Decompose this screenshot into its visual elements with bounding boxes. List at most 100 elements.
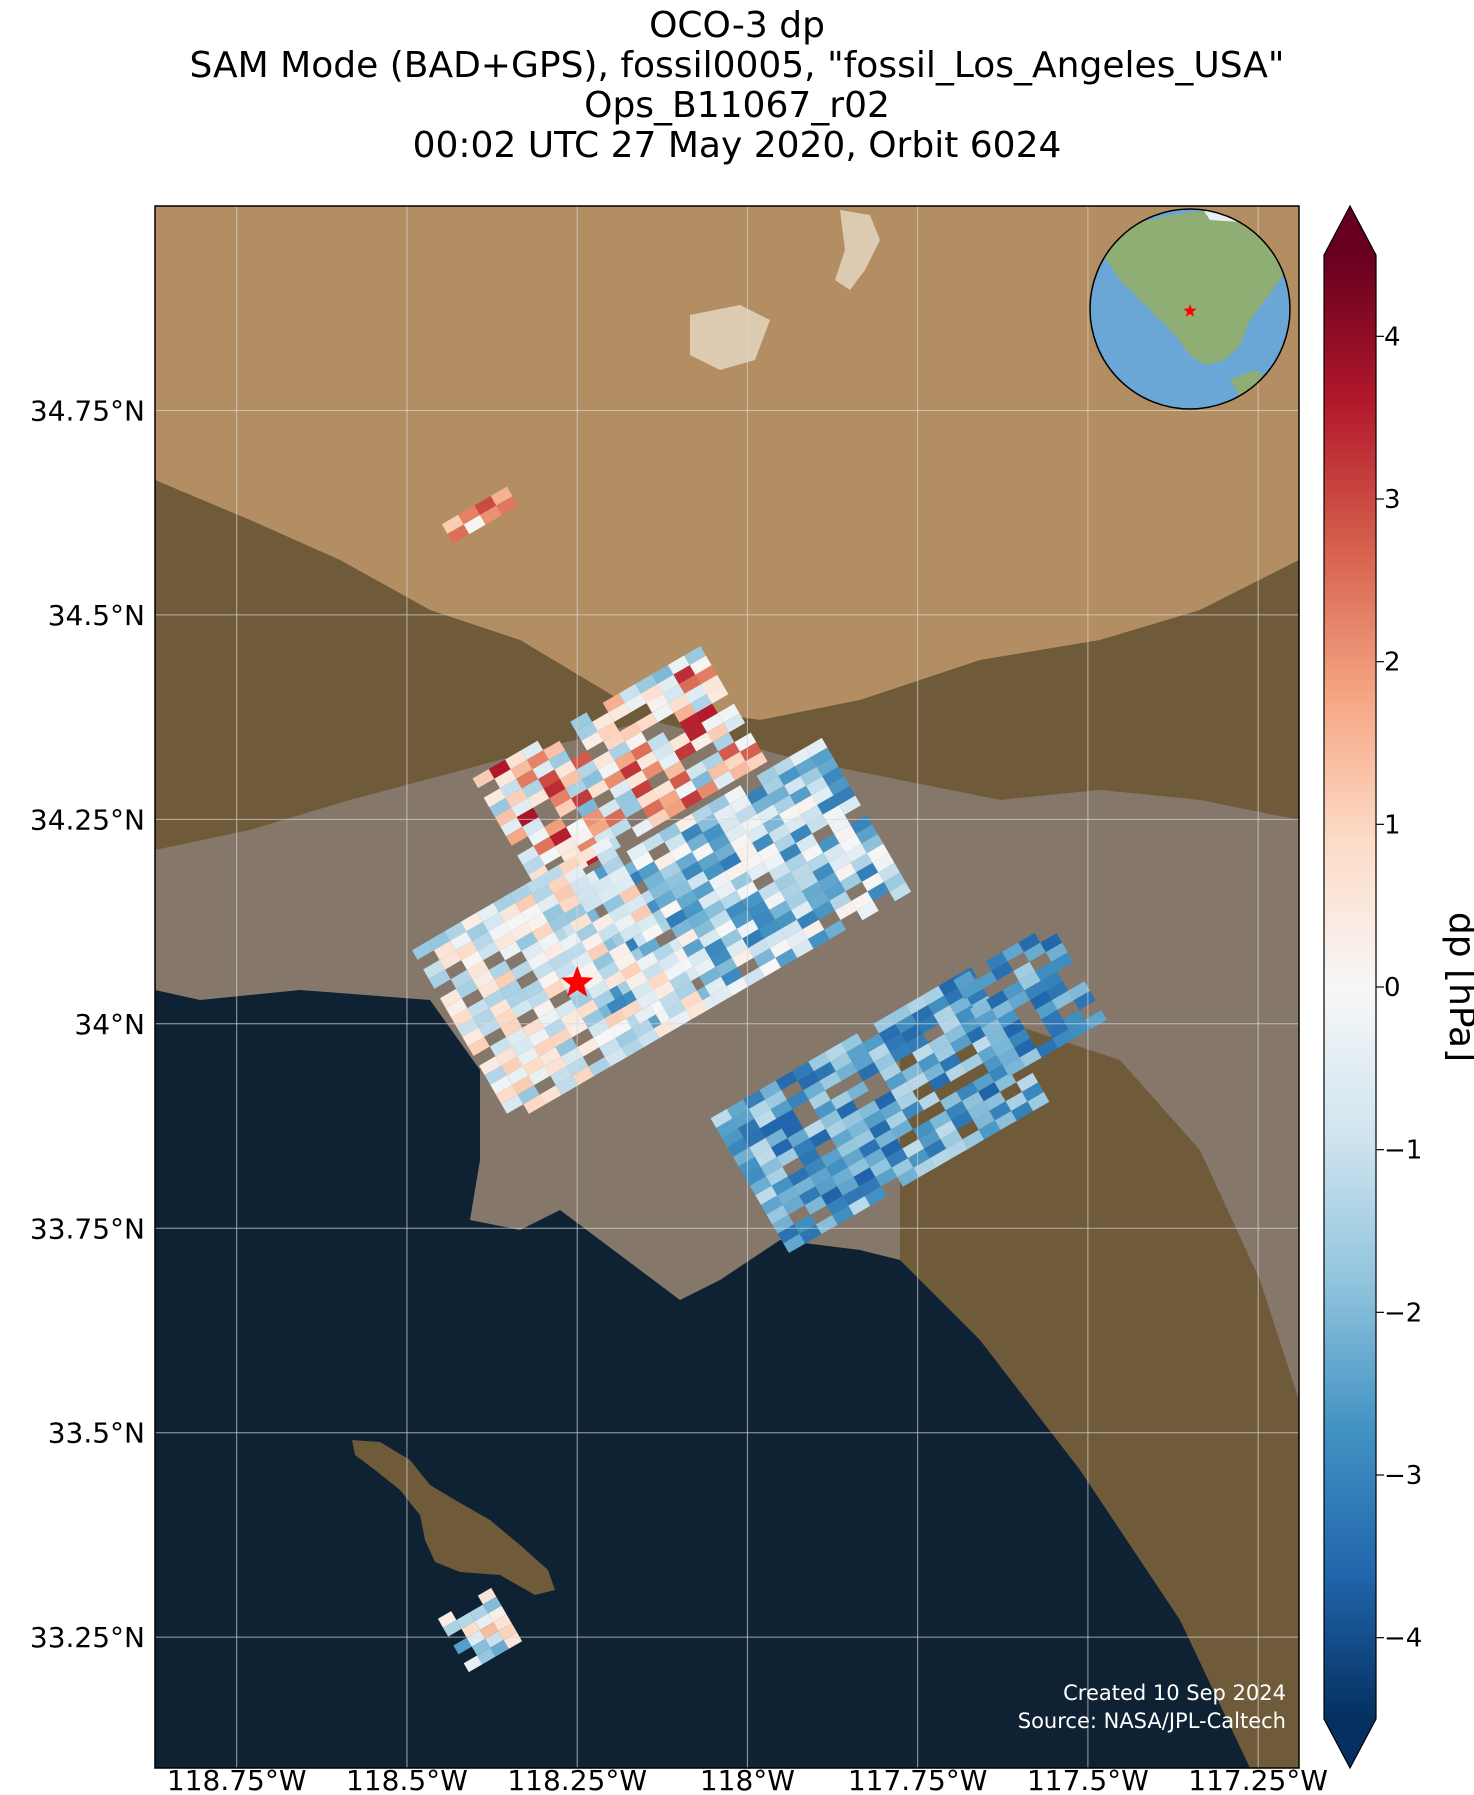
sounding-footprint (428, 931, 451, 951)
sounding-footprint (946, 1139, 968, 1159)
globe-target-star-icon (1183, 304, 1197, 317)
sounding-footprint (804, 1195, 827, 1215)
sounding-footprint (783, 1233, 806, 1253)
sounding-footprint (820, 1109, 842, 1129)
sounding-footprint (423, 960, 446, 979)
sounding-footprint (862, 1033, 885, 1053)
sounding-footprint (447, 524, 470, 544)
sounding-footprint (978, 1082, 1000, 1102)
sounding-footprint (581, 970, 604, 990)
sounding-footprint (660, 899, 682, 919)
sounding-footprint (851, 891, 874, 911)
sounding-footprint (829, 891, 852, 911)
sounding-footprint (1008, 1028, 1031, 1048)
sounding-footprint (816, 757, 839, 777)
sounding-footprint (735, 842, 758, 862)
sounding-footprint (607, 865, 630, 885)
sounding-footprint (714, 919, 737, 939)
dry-lake-rogers (835, 210, 880, 290)
sounding-footprint (730, 833, 753, 853)
sounding-footprint (839, 833, 862, 853)
sounding-footprint (795, 795, 818, 815)
sounding-footprint (708, 871, 731, 891)
sounding-footprint (587, 779, 610, 799)
longitude-label: 118.75°W (167, 1764, 307, 1795)
sounding-footprint (766, 1205, 789, 1225)
sounding-footprint (493, 1614, 512, 1632)
sounding-footprint (587, 980, 610, 1000)
sounding-footprint (543, 941, 566, 961)
sounding-footprint (774, 910, 797, 930)
sounding-footprint (723, 713, 746, 733)
sounding-footprint (640, 684, 663, 704)
latitude-label: 34°N (74, 1008, 145, 1041)
sounding-footprint (669, 770, 692, 790)
sounding-footprint (928, 1072, 951, 1092)
sounding-footprint (869, 1157, 892, 1177)
sounding-footprint (720, 890, 742, 910)
sounding-footprint (1013, 961, 1036, 981)
sounding-footprint (664, 1000, 687, 1020)
sounding-footprint (1040, 933, 1063, 953)
sounding-footprint (875, 1167, 898, 1187)
sounding-footprint (596, 846, 619, 866)
sounding-footprint (631, 818, 654, 838)
sounding-footprint (548, 913, 571, 933)
sounding-footprint (592, 712, 614, 732)
sounding-footprint (908, 1148, 930, 1168)
sounding-footprint (710, 1108, 733, 1128)
sounding-footprint (682, 938, 705, 958)
sounding-footprint (819, 1071, 842, 1091)
sounding-footprint (1024, 980, 1047, 1000)
longitude-label: 118.5°W (346, 1764, 468, 1795)
sounding-footprint (443, 1620, 462, 1637)
sounding-footprint (748, 1099, 771, 1119)
sounding-footprint (467, 1036, 490, 1056)
globe-north-america (1100, 210, 1290, 409)
sounding-footprint (798, 1147, 821, 1167)
sounding-footprint (790, 824, 813, 844)
sounding-footprint (663, 760, 686, 780)
sounding-footprint (1045, 942, 1068, 962)
sounding-footprint (637, 861, 660, 881)
sounding-footprint (967, 1101, 990, 1121)
sounding-footprint (510, 922, 533, 942)
sounding-footprint (832, 1205, 854, 1225)
sounding-footprint (490, 1640, 509, 1657)
sounding-footprint (885, 1071, 907, 1091)
sounding-footprint (506, 826, 528, 846)
sounding-footprint (517, 1085, 540, 1105)
sounding-footprint (495, 1085, 518, 1105)
sounding-footprint (657, 674, 679, 694)
sounding-footprint (624, 894, 647, 914)
sounding-footprint (713, 770, 735, 790)
map-panel: Created 10 Sep 2024 Source: NASA/JPL-Cal… (155, 206, 1299, 1768)
la-basin (155, 720, 1299, 1400)
sounding-footprint (613, 913, 636, 933)
sounding-footprint (679, 713, 702, 733)
sounding-footprint (808, 1052, 831, 1072)
sounding-footprint (839, 795, 861, 815)
title-line-4: 00:02 UTC 27 May 2020, Orbit 6024 (412, 125, 1062, 166)
longitude-label: 117.25°W (1188, 1764, 1328, 1795)
sounding-footprint (836, 1100, 859, 1120)
sounding-footprint (789, 785, 812, 805)
sounding-footprint (698, 928, 721, 948)
sounding-footprint (989, 1101, 1012, 1121)
sounding-footprint (483, 989, 506, 1009)
sounding-footprint (499, 941, 522, 961)
sounding-footprint (847, 1157, 870, 1177)
sounding-footprint (777, 1224, 800, 1244)
colorbar-tick-label: 3 (1384, 485, 1401, 515)
sounding-footprint (494, 769, 517, 789)
sounding-footprint (544, 1018, 567, 1038)
sounding-footprint (532, 759, 555, 779)
sounding-footprint (691, 804, 714, 824)
sounding-footprint (533, 1037, 556, 1057)
sounding-footprint (738, 1118, 760, 1138)
sounding-footprint (867, 843, 889, 863)
sounding-footprint (945, 1062, 967, 1082)
inset-globe (1089, 208, 1291, 410)
sounding-footprint (1018, 971, 1041, 991)
sounding-footprint (744, 1166, 766, 1186)
